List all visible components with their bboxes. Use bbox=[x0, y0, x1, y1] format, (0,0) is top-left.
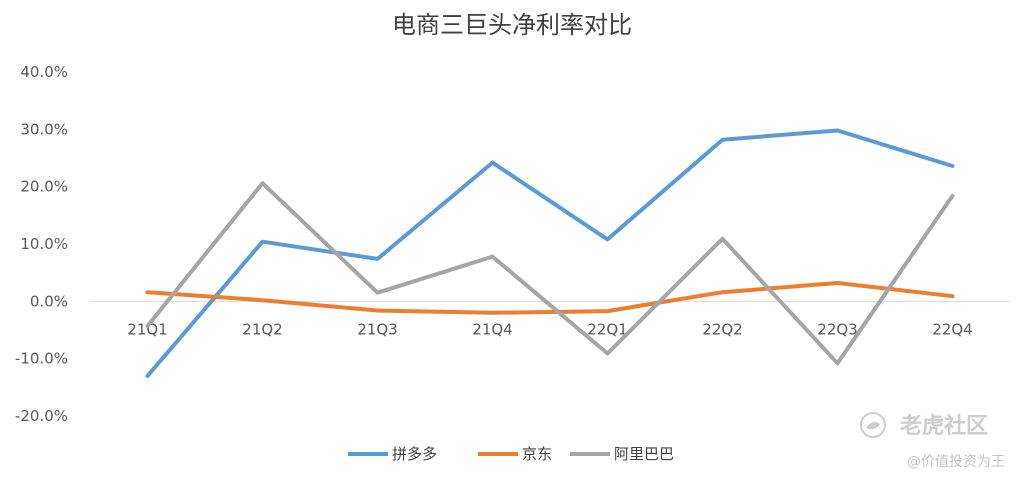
x-tick-label: 21Q4 bbox=[472, 320, 512, 338]
y-tick-label: 10.0% bbox=[20, 235, 68, 253]
x-tick-label: 22Q2 bbox=[702, 320, 742, 338]
series-line-1 bbox=[145, 128, 955, 378]
watermark-author: @价值投资为王 bbox=[907, 454, 1005, 470]
series-lines bbox=[145, 128, 955, 378]
x-tick-label: 22Q3 bbox=[817, 320, 857, 338]
x-tick-label: 21Q2 bbox=[242, 320, 282, 338]
y-tick-label: -10.0% bbox=[15, 350, 68, 368]
legend: 拼多多 京东 阿里巴巴 bbox=[348, 445, 674, 463]
y-tick-label: 0.0% bbox=[30, 292, 68, 310]
legend-label: 京东 bbox=[522, 445, 552, 463]
legend-label: 阿里巴巴 bbox=[614, 445, 674, 463]
x-tick-label: 21Q1 bbox=[127, 320, 167, 338]
tiger-community-logo-icon bbox=[860, 412, 886, 438]
x-tick-label: 22Q4 bbox=[932, 320, 972, 338]
legend-label: 拼多多 bbox=[392, 445, 437, 463]
y-tick-label: 30.0% bbox=[20, 120, 68, 138]
series-line-3 bbox=[145, 181, 955, 366]
y-tick-label: 40.0% bbox=[20, 63, 68, 81]
series-line-2 bbox=[145, 281, 955, 315]
x-tick-label: 22Q1 bbox=[587, 320, 627, 338]
y-axis-ticks: 40.0% 30.0% 20.0% 10.0% 0.0% -10.0% -20.0% bbox=[15, 63, 68, 425]
watermark: 老虎社区 @价值投资为王 bbox=[860, 412, 1005, 470]
chart-title: 电商三巨头净利率对比 bbox=[392, 11, 632, 39]
watermark-brand: 老虎社区 bbox=[899, 413, 988, 439]
y-tick-label: -20.0% bbox=[15, 407, 68, 425]
x-tick-label: 21Q3 bbox=[357, 320, 397, 338]
y-tick-label: 20.0% bbox=[20, 178, 68, 196]
x-axis-ticks: 21Q1 21Q2 21Q3 21Q4 22Q1 22Q2 22Q3 22Q4 bbox=[127, 320, 972, 338]
